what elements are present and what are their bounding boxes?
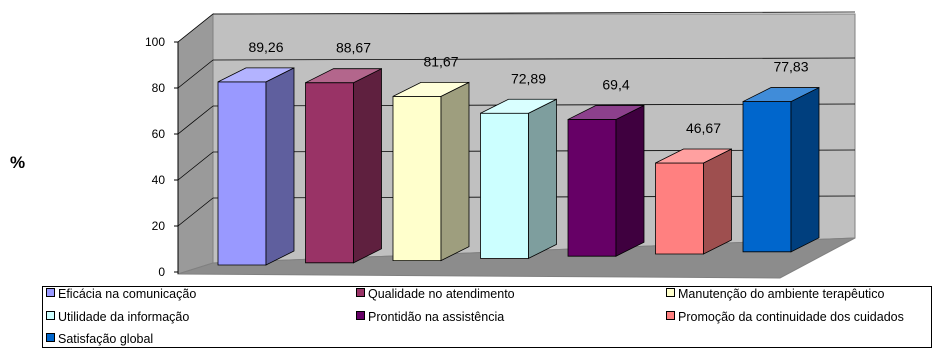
data-label: 89,26 <box>248 39 283 55</box>
chart-side-wall <box>177 12 214 275</box>
gridline <box>212 11 856 15</box>
bar-side <box>790 86 820 253</box>
gridline-side <box>177 197 214 227</box>
bar-side <box>353 68 382 264</box>
y-tick-label: 100 <box>145 35 165 49</box>
bar-front <box>655 162 704 255</box>
bars: 89,26 88,67 81,67 72,89 69,4 46,67 77,83 <box>217 39 820 266</box>
legend-item-satisfacao: Satisfação global <box>46 332 153 347</box>
legend-label: Eficácia na comunicação <box>58 287 197 301</box>
data-label: 69,4 <box>602 76 629 92</box>
data-label: 46,67 <box>686 120 721 136</box>
bar-front <box>480 112 529 259</box>
legend-swatch <box>46 311 55 320</box>
legend-label: Satisfação global <box>58 332 154 346</box>
y-tick-label: 0 <box>158 265 165 279</box>
legend-item-qualidade: Qualidade no atendimento <box>356 287 515 302</box>
legend-swatch <box>46 288 55 297</box>
legend-swatch <box>356 288 365 297</box>
bar-top <box>567 105 645 120</box>
bar-top <box>392 81 470 97</box>
gridline-side <box>177 13 214 43</box>
bar: 77,83 <box>742 59 820 253</box>
bar: 69,4 <box>567 76 645 257</box>
bar: 46,67 <box>655 120 732 255</box>
bar-chart: 0 20 40 60 80 100 % 89,26 88,67 81,67 72,89 69,4 4… <box>10 11 856 279</box>
legend-swatch <box>666 311 675 320</box>
y-axis-ticks: 0 20 40 60 80 100 <box>145 35 178 279</box>
bar-side <box>528 98 557 260</box>
bar-side <box>703 148 732 255</box>
bar-top <box>305 68 382 84</box>
data-label: 88,67 <box>336 40 371 56</box>
bar: 88,67 <box>305 40 382 264</box>
legend-swatch <box>666 288 675 297</box>
y-tick-label: 40 <box>152 173 166 187</box>
bar-side <box>265 67 295 266</box>
bar-top <box>742 87 820 102</box>
legend-swatch <box>46 333 55 342</box>
y-tick-label: 80 <box>152 81 166 95</box>
legend-item-prontidao: Prontidão na assistência <box>356 310 504 325</box>
legend-item-manutencao: Manutenção do ambiente terapêutico <box>666 287 884 302</box>
bar: 81,67 <box>392 53 470 262</box>
bar-front <box>742 101 792 253</box>
y-tick-label: 60 <box>152 127 166 141</box>
legend-label: Prontidão na assistência <box>368 310 505 324</box>
bar-front <box>567 119 617 257</box>
legend-label: Manutenção do ambiente terapêutico <box>678 287 885 301</box>
bar: 72,89 <box>480 70 557 260</box>
gridline-side <box>177 59 214 89</box>
bar-front <box>305 82 354 264</box>
legend-item-eficacia: Eficácia na comunicação <box>46 287 196 302</box>
bar-top <box>480 98 557 114</box>
y-axis-title: % <box>10 153 25 172</box>
bar-front <box>217 81 267 266</box>
bar-side <box>615 104 645 257</box>
data-label: 72,89 <box>511 70 546 86</box>
bar: 89,26 <box>217 39 295 266</box>
gridline-side <box>177 105 214 135</box>
gridline-side <box>177 151 214 181</box>
legend-item-promocao: Promoção da continuidade dos cuidados <box>666 310 904 325</box>
bar-top <box>655 148 732 164</box>
legend-item-utilidade: Utilidade da informação <box>46 310 189 325</box>
legend-label: Qualidade no atendimento <box>368 287 515 301</box>
gridline <box>212 57 856 61</box>
bar-top <box>217 67 295 83</box>
data-label: 77,83 <box>773 59 808 75</box>
legend-label: Utilidade da informação <box>58 310 190 324</box>
y-tick-label: 20 <box>152 219 166 233</box>
data-label: 81,67 <box>423 53 458 69</box>
bar-front <box>392 95 442 262</box>
legend-label: Promoção da continuidade dos cuidados <box>678 310 904 324</box>
legend: Eficácia na comunicação Qualidade no ate… <box>42 286 932 348</box>
bar-side <box>440 81 470 262</box>
legend-swatch <box>356 311 365 320</box>
